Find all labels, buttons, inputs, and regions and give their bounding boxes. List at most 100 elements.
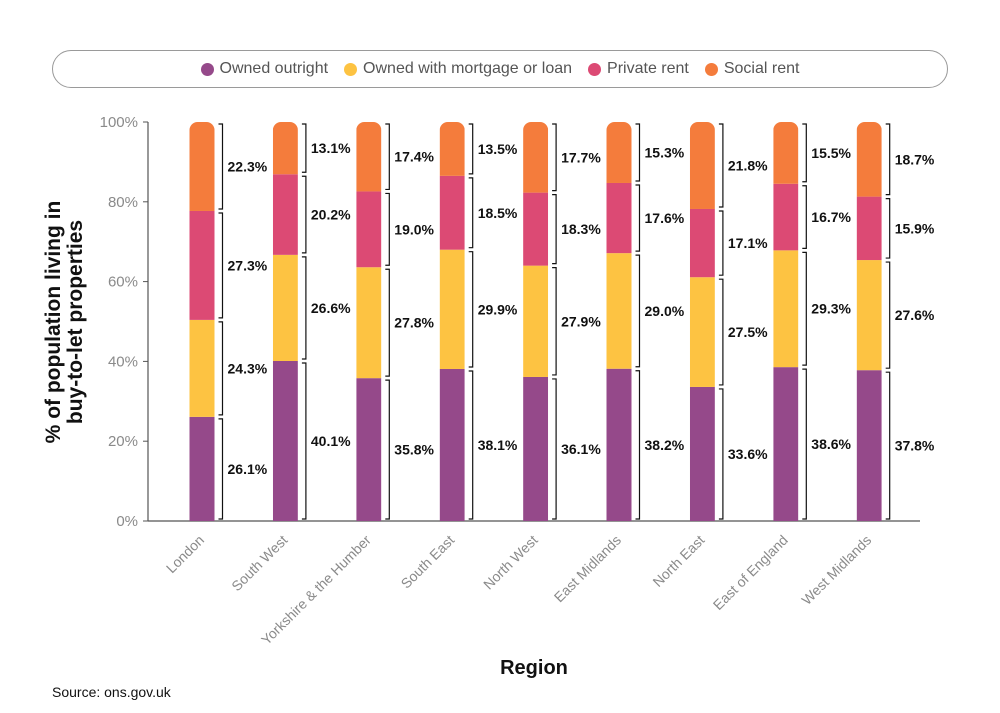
bar-segment [606,253,632,369]
y-tick-label: 100% [100,114,138,131]
legend-item-social-rent: Social rent [704,60,799,78]
y-tick-label: 40% [108,353,138,370]
segment-bracket [635,370,641,520]
segment-bracket [802,123,807,183]
source-note: Source: ons.gov.uk [52,684,171,700]
segment-bracket [468,251,474,368]
segment-bracket [885,261,891,369]
bar-segment [189,210,215,320]
bar-segment [189,122,215,211]
segment-bracket [635,123,641,182]
legend-label: Owned outright [219,60,329,77]
data-label: 17.1% [728,235,768,251]
y-tick-label: 60% [108,274,138,291]
y-tick-label: 80% [108,194,138,211]
segment-bracket [385,123,390,191]
segment-bracket [802,368,807,520]
y-tick-label: 0% [116,513,138,530]
data-label: 27.6% [895,307,935,323]
segment-bracket [552,378,557,520]
bar-segment [773,183,799,251]
x-axis-title: Region [500,657,568,679]
data-label: 29.9% [478,301,518,317]
data-label: 27.3% [228,257,268,273]
bar-segment [439,175,465,250]
y-tick-label: 20% [108,433,138,450]
bar-segment [689,208,715,278]
legend-swatch [344,62,358,76]
segment-bracket [385,379,390,520]
bar-segment [523,192,549,266]
data-label: 19.0% [394,221,434,237]
bar-segment [856,370,882,521]
data-label: 22.3% [228,158,268,174]
bar-segment [272,122,298,175]
bar-segment [773,367,799,521]
segment-bracket [301,123,307,173]
legend-label: Private rent [607,60,689,77]
segment-bracket [468,370,474,520]
data-label: 27.8% [394,315,434,331]
bar-segment [523,265,549,377]
segment-bracket [718,388,724,520]
bar-segment [773,122,799,184]
bar-segment [439,122,465,176]
segment-bracket [802,185,807,249]
data-label: 26.6% [311,300,351,316]
data-label: 17.7% [561,149,601,165]
x-tick-label: South West [228,532,290,594]
x-tick-label: North West [480,532,541,593]
segment-bracket [552,194,557,265]
data-label: 38.6% [811,436,851,452]
bar-segment [856,260,882,371]
segment-bracket [635,254,641,368]
data-label: 13.5% [478,141,518,157]
data-label: 24.3% [228,360,268,376]
segment-bracket [218,418,224,520]
data-label: 35.8% [394,442,434,458]
legend-item-private-rent: Private rent [588,60,689,78]
data-label: 26.1% [228,461,268,477]
segment-bracket [468,177,474,249]
segment-bracket [301,256,307,360]
x-tick-label: South East [398,532,458,592]
data-label: 18.5% [478,205,518,221]
data-label: 15.3% [645,144,685,160]
data-label: 20.2% [311,207,351,223]
segment-bracket [218,123,224,210]
legend-item-owned-outright: Owned outright [200,60,329,78]
data-label: 18.7% [895,151,935,167]
bar-segment [272,174,298,255]
segment-bracket [885,371,891,520]
segment-bracket [718,210,724,276]
bar-segment [606,368,632,521]
segment-bracket [885,198,891,259]
bar-segment [689,277,715,387]
segment-bracket [802,251,807,366]
segment-bracket [718,123,724,208]
legend-swatch [704,62,718,76]
data-label: 13.1% [311,140,351,156]
data-label: 16.7% [811,209,851,225]
segment-bracket [218,212,224,319]
x-tick-label: East Midlands [551,532,624,605]
segment-bracket [218,321,224,416]
data-label: 21.8% [728,157,768,173]
bar-segment [856,196,882,261]
data-label: 33.6% [728,446,768,462]
data-label: 37.8% [895,438,935,454]
segment-bracket [385,192,390,266]
bar-segment [606,122,632,183]
bar-segment [189,319,215,417]
segment-bracket [301,362,307,520]
bar-segment [439,368,465,521]
legend-label: Owned with mortgage or loan [363,60,573,77]
bar-segment [606,182,632,254]
data-label: 40.1% [311,433,351,449]
data-label: 29.3% [811,301,851,317]
x-tick-label: West Midlands [798,532,874,608]
segment-bracket [552,123,557,192]
segment-bracket [635,184,641,252]
legend-swatch [200,62,214,76]
bar-segment [773,250,799,368]
